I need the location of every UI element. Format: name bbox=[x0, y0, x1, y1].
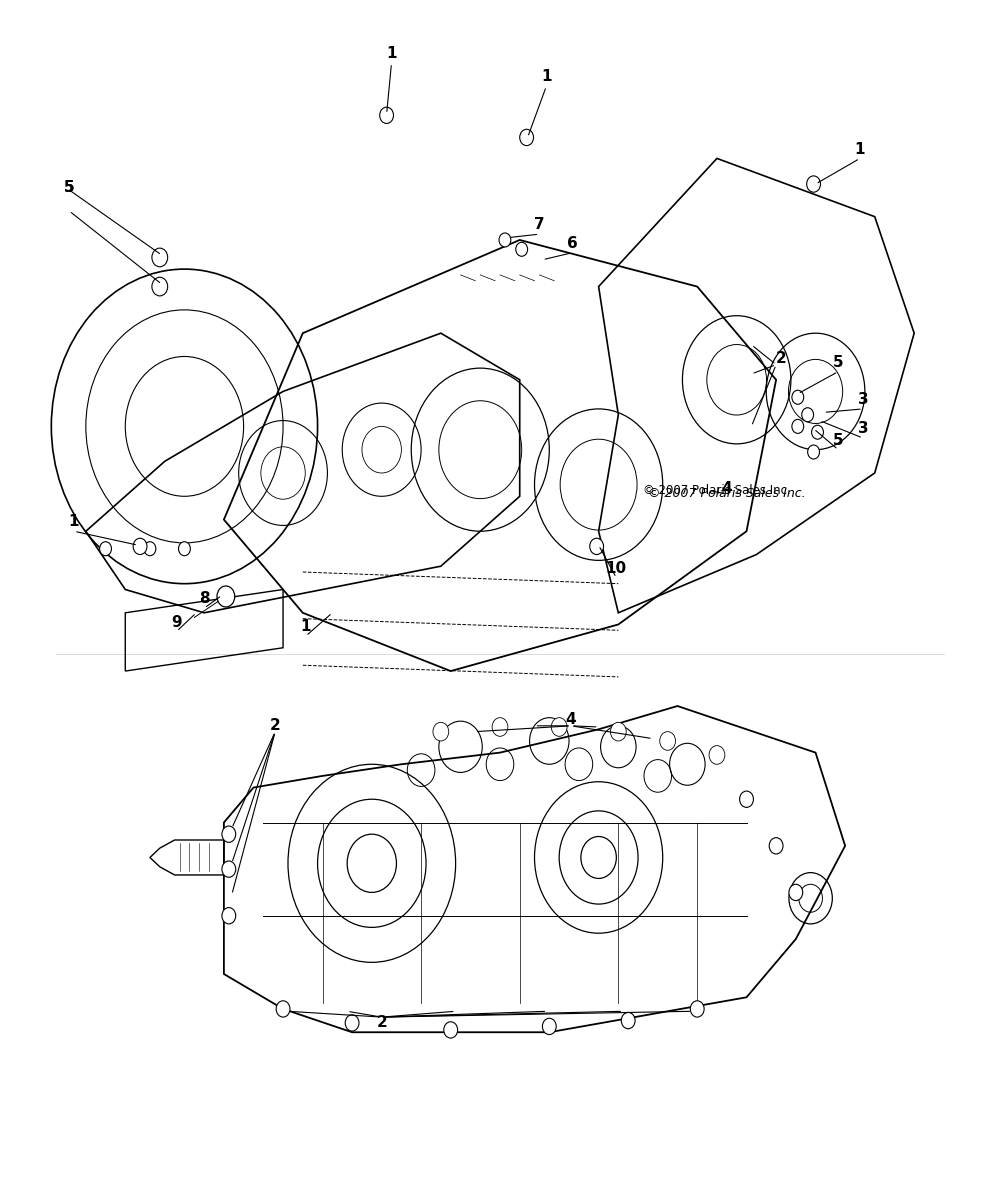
Circle shape bbox=[152, 277, 168, 296]
Text: 7: 7 bbox=[534, 217, 545, 232]
Text: 3: 3 bbox=[858, 421, 868, 436]
Circle shape bbox=[380, 107, 394, 124]
Circle shape bbox=[516, 243, 528, 256]
Text: 2: 2 bbox=[376, 1015, 387, 1030]
Text: © 2007 Polaris Sales Inc.: © 2007 Polaris Sales Inc. bbox=[643, 483, 791, 498]
Circle shape bbox=[222, 908, 236, 924]
Circle shape bbox=[740, 791, 753, 808]
Text: 6: 6 bbox=[567, 236, 577, 251]
Circle shape bbox=[100, 541, 111, 555]
Text: 3: 3 bbox=[858, 393, 868, 407]
Circle shape bbox=[610, 723, 626, 740]
Circle shape bbox=[276, 1001, 290, 1017]
Circle shape bbox=[222, 861, 236, 877]
Circle shape bbox=[792, 420, 804, 434]
Circle shape bbox=[444, 1022, 458, 1038]
Circle shape bbox=[792, 390, 804, 404]
Circle shape bbox=[542, 1019, 556, 1034]
Text: 4: 4 bbox=[721, 481, 732, 495]
Circle shape bbox=[433, 723, 449, 740]
Circle shape bbox=[802, 408, 814, 422]
Circle shape bbox=[690, 1001, 704, 1017]
Circle shape bbox=[808, 444, 819, 459]
Text: © 2007 Polaris Sales Inc.: © 2007 Polaris Sales Inc. bbox=[648, 487, 806, 500]
Circle shape bbox=[133, 539, 147, 554]
Text: 5: 5 bbox=[64, 180, 74, 195]
Circle shape bbox=[812, 426, 823, 440]
Text: 1: 1 bbox=[69, 514, 79, 529]
Text: 5: 5 bbox=[64, 180, 74, 195]
Circle shape bbox=[660, 732, 676, 750]
Circle shape bbox=[222, 826, 236, 842]
Circle shape bbox=[499, 233, 511, 246]
Circle shape bbox=[520, 130, 534, 145]
Circle shape bbox=[590, 539, 604, 554]
Circle shape bbox=[709, 745, 725, 764]
Circle shape bbox=[217, 586, 235, 607]
Circle shape bbox=[807, 176, 820, 192]
Text: 4: 4 bbox=[566, 712, 576, 727]
Text: 2: 2 bbox=[776, 351, 786, 367]
Circle shape bbox=[492, 718, 508, 737]
Text: 1: 1 bbox=[541, 70, 552, 85]
Text: 2: 2 bbox=[270, 718, 281, 733]
Text: 1: 1 bbox=[386, 46, 397, 61]
Text: 10: 10 bbox=[606, 561, 627, 577]
Text: 1: 1 bbox=[300, 619, 311, 634]
Circle shape bbox=[551, 718, 567, 737]
Text: 5: 5 bbox=[833, 355, 844, 370]
Text: 9: 9 bbox=[171, 614, 182, 630]
Circle shape bbox=[345, 1015, 359, 1032]
Circle shape bbox=[144, 541, 156, 555]
Text: 5: 5 bbox=[833, 433, 844, 448]
Circle shape bbox=[621, 1013, 635, 1029]
Circle shape bbox=[179, 541, 190, 555]
Circle shape bbox=[152, 248, 168, 266]
Text: 8: 8 bbox=[199, 592, 209, 606]
Circle shape bbox=[789, 884, 803, 901]
Circle shape bbox=[769, 837, 783, 854]
Text: 1: 1 bbox=[855, 141, 865, 157]
